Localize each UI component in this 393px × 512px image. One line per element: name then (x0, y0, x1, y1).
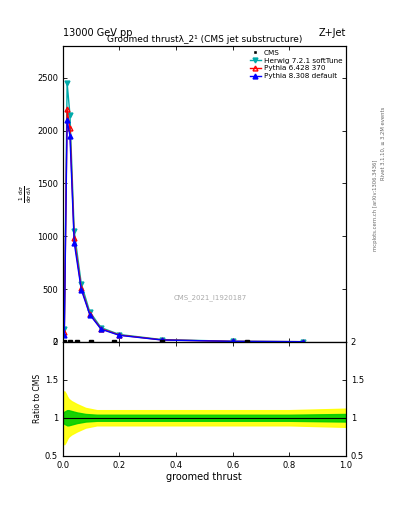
Text: 13000 GeV pp: 13000 GeV pp (63, 28, 132, 38)
Text: Z+Jet: Z+Jet (318, 28, 346, 38)
Y-axis label: $\frac{1}{\mathrm{d}\sigma}\frac{\mathrm{d}\sigma}{\mathrm{d}\lambda}$: $\frac{1}{\mathrm{d}\sigma}\frac{\mathrm… (18, 185, 34, 203)
X-axis label: groomed thrust: groomed thrust (167, 472, 242, 482)
Legend: CMS, Herwig 7.2.1 softTune, Pythia 6.428 370, Pythia 8.308 default: CMS, Herwig 7.2.1 softTune, Pythia 6.428… (248, 48, 343, 81)
Y-axis label: Ratio to CMS: Ratio to CMS (33, 374, 42, 423)
Text: CMS_2021_I1920187: CMS_2021_I1920187 (173, 294, 247, 301)
Text: Rivet 3.1.10, ≥ 3.2M events: Rivet 3.1.10, ≥ 3.2M events (381, 106, 386, 180)
Text: mcplots.cern.ch [arXiv:1306.3436]: mcplots.cern.ch [arXiv:1306.3436] (373, 159, 378, 250)
Title: Groomed thrustλ_2¹ (CMS jet substructure): Groomed thrustλ_2¹ (CMS jet substructure… (107, 35, 302, 44)
